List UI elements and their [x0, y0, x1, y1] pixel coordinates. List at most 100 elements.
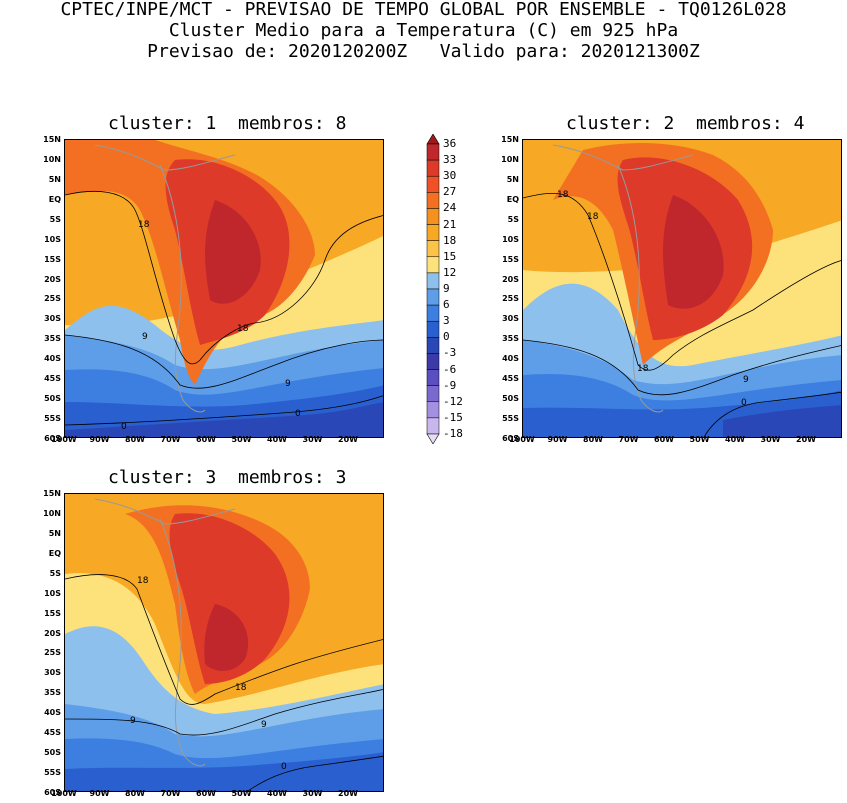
contour-label: 9 — [743, 375, 749, 385]
contour-label: 0 — [741, 398, 747, 408]
latitude-label: 10N — [43, 154, 61, 164]
latitude-label: 25S — [44, 648, 61, 658]
longitude-label: 20W — [338, 789, 358, 798]
latitude-label: 40S — [44, 354, 61, 364]
longitude-label: 90W — [547, 435, 568, 444]
longitude-label: 70W — [618, 435, 639, 444]
contour-label: 18 — [237, 324, 249, 334]
colorbar-swatch — [426, 369, 440, 386]
latitude-label: 10S — [502, 234, 519, 244]
contour-label: 0 — [295, 409, 301, 419]
colorbar: 36 33 30 27 24 21 18 15 12 9 6 3 0 -3 -6 -9 -12 -15 -18 — [426, 133, 463, 448]
longitude-label: 80W — [583, 435, 603, 444]
colorbar-level-label: 30 — [443, 169, 457, 183]
longitude-label: 20W — [338, 435, 358, 444]
latitude-label: 5S — [507, 214, 519, 224]
contour-label: 0 — [281, 762, 287, 772]
colorbar-swatch — [426, 288, 440, 306]
colorbar-swatch — [426, 240, 440, 258]
colorbar-swatch — [426, 337, 440, 354]
panel-1-title: cluster: 1 membros: 8 — [108, 113, 347, 134]
colorbar-level-label: 24 — [443, 201, 457, 215]
latitude-label: 20S — [502, 274, 519, 284]
latitude-label: 60S — [502, 434, 519, 443]
colorbar-swatch — [426, 417, 440, 435]
colorbar-level-label: -12 — [443, 394, 463, 408]
latitude-label: 40S — [502, 354, 519, 364]
colorbar-swatch — [426, 208, 440, 225]
longitude-label: 90W — [89, 789, 110, 798]
longitude-label: 30W — [760, 435, 781, 444]
temperature-map-1: 18 18 9 9 0 0 — [65, 140, 383, 437]
colorbar-level-label: 9 — [443, 282, 450, 295]
longitude-label: 80W — [125, 435, 145, 444]
longitude-label: 70W — [160, 435, 181, 444]
colorbar-swatch — [426, 159, 440, 177]
longitude-label: 60W — [196, 789, 216, 798]
longitude-label: 40W — [725, 435, 745, 444]
colorbar-swatch — [426, 272, 440, 290]
contour-label: 9 — [142, 332, 148, 342]
colorbar-level-label: -18 — [443, 427, 463, 440]
latitude-label: 55S — [502, 414, 519, 424]
contour-label: 9 — [285, 379, 291, 389]
colorbar-bar — [426, 133, 440, 445]
latitude-label: 15S — [44, 608, 61, 618]
contour-label: 0 — [121, 422, 127, 432]
longitude-label: 80W — [125, 789, 145, 798]
latitude-label: 30S — [502, 314, 519, 324]
latitude-label: 50S — [44, 394, 61, 404]
panel-2-title: cluster: 2 membros: 4 — [566, 113, 805, 134]
longitude-label: 100W — [509, 435, 535, 444]
colorbar-level-label: 21 — [443, 217, 457, 231]
latitude-label: 35S — [44, 688, 61, 698]
latitude-label: 5N — [506, 174, 519, 184]
colorbar-level-label: 36 — [443, 137, 457, 150]
header-line-3: Previsao de: 2020120200Z Valido para: 20… — [147, 41, 700, 62]
colorbar-swatch — [426, 320, 440, 338]
latitude-label: 35S — [44, 334, 61, 344]
colorbar-swatch — [426, 175, 440, 193]
contour-label: 18 — [637, 364, 649, 374]
colorbar-level-label: -3 — [443, 346, 457, 360]
longitude-label: 50W — [689, 435, 710, 444]
colorbar-level-label: 33 — [443, 153, 457, 167]
colorbar-swatch — [426, 256, 440, 274]
longitude-label: 30W — [302, 789, 323, 798]
contour-label: 9 — [261, 720, 267, 730]
latitude-label: 5S — [49, 568, 61, 578]
colorbar-level-label: 18 — [443, 233, 457, 247]
latitude-label: 15S — [44, 254, 61, 264]
latitude-label: 35S — [502, 334, 519, 344]
latitude-label: 50S — [502, 394, 519, 404]
latitude-label: EQ — [506, 194, 519, 204]
contour-label: 18 — [138, 220, 150, 230]
colorbar-top-arrow — [426, 133, 440, 145]
longitude-label: 40W — [267, 789, 287, 798]
longitude-label: 100W — [51, 435, 77, 444]
longitude-label: 60W — [654, 435, 674, 444]
longitude-label: 50W — [231, 435, 252, 444]
colorbar-bottom-arrow — [426, 433, 440, 445]
colorbar-swatch — [426, 385, 440, 403]
colorbar-level-label: 3 — [443, 314, 450, 328]
contour-label: 18 — [137, 576, 149, 586]
contour-label: 18 — [557, 190, 569, 200]
latitude-label: 20S — [44, 628, 61, 638]
latitude-label: 30S — [44, 668, 61, 678]
latitude-label: 10S — [44, 588, 61, 598]
latitude-label: 5N — [48, 528, 61, 538]
contour-label: 18 — [587, 212, 599, 222]
colorbar-level-label: -6 — [443, 362, 457, 376]
latitude-label: 25S — [44, 294, 61, 304]
colorbar-swatch — [426, 143, 440, 161]
colorbar-swatch — [426, 401, 440, 419]
longitude-label: 60W — [196, 435, 216, 444]
colorbar-swatch — [426, 224, 440, 241]
latitude-label: 55S — [44, 414, 61, 424]
panel-3-title: cluster: 3 membros: 3 — [108, 467, 347, 488]
latitude-label: 10N — [43, 508, 61, 518]
latitude-label: 10S — [44, 234, 61, 244]
latitude-label: 60S — [44, 788, 61, 797]
longitude-label: 100W — [51, 789, 77, 798]
